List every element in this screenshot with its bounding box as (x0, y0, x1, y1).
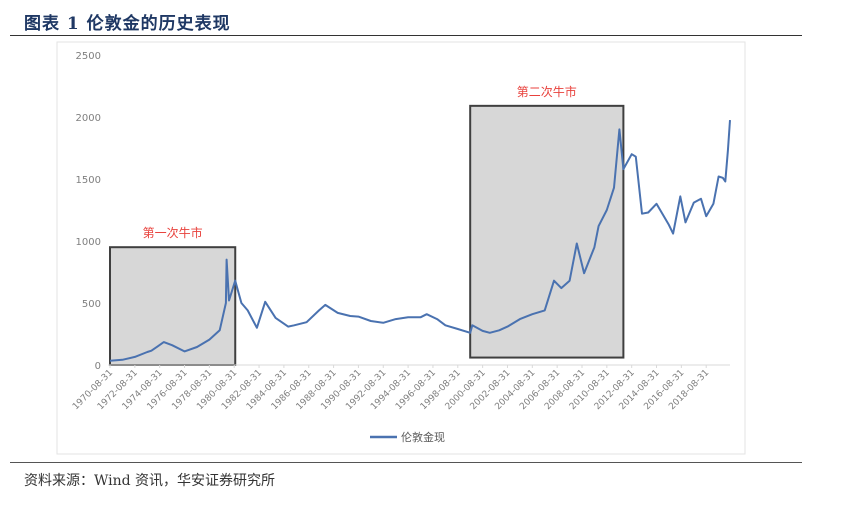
legend-label: 伦敦金现 (401, 430, 445, 444)
source-rule (10, 462, 802, 463)
series-line-london-gold (109, 120, 731, 362)
y-tick-label: 1000 (76, 237, 101, 248)
title-rule (10, 35, 802, 36)
y-tick-label: 1500 (76, 175, 101, 186)
bull-market-band-2 (469, 104, 625, 359)
legend: 伦敦金现 (370, 430, 445, 444)
bull-market-band-1 (109, 246, 237, 366)
source-note: 资料来源：Wind 资讯，华安证券研究所 (24, 473, 276, 489)
figure-title: 图表 1 伦敦金的历史表现 (24, 14, 231, 34)
y-tick-label: 500 (82, 299, 101, 310)
y-tick-label: 2000 (76, 113, 101, 124)
bull-market-label-2: 第二次牛市 (517, 84, 577, 99)
y-tick-label: 0 (95, 361, 101, 372)
y-tick-label: 2500 (76, 51, 101, 62)
bull-market-label-1: 第一次牛市 (143, 225, 203, 240)
